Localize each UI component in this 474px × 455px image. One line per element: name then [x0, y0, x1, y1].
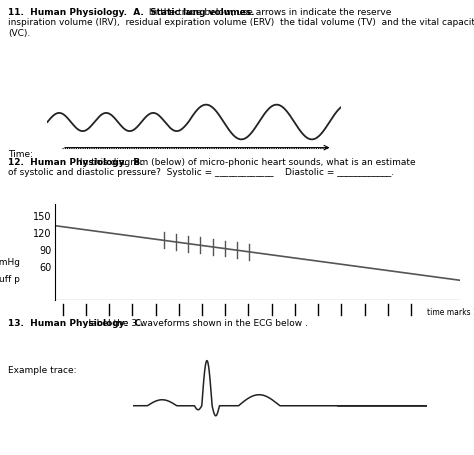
- Text: cuff p: cuff p: [0, 275, 20, 284]
- Text: time marks 1sec⁻¹: time marks 1sec⁻¹: [428, 307, 474, 316]
- Text: mmHg: mmHg: [0, 258, 20, 267]
- Text: Example trace:: Example trace:: [8, 365, 76, 374]
- Text: 11.  Human Physiology.  A.  Static lung volumes.: 11. Human Physiology. A. Static lung vol…: [8, 8, 255, 17]
- Text: 12.  Human Physiology.  B.: 12. Human Physiology. B.: [8, 157, 144, 167]
- Text: label the 3 waveforms shown in the ECG below .: label the 3 waveforms shown in the ECG b…: [8, 318, 308, 327]
- Text: 13.  Human Physiology:  C.: 13. Human Physiology: C.: [8, 318, 145, 327]
- Text: In the trace below, use arrows in indicate the reserve
inspiration volume (IRV),: In the trace below, use arrows in indica…: [8, 8, 474, 38]
- Text: Time:: Time:: [8, 150, 33, 159]
- Text: In this diagram (below) of micro-phonic heart sounds, what is an estimate
of sys: In this diagram (below) of micro-phonic …: [8, 157, 416, 177]
